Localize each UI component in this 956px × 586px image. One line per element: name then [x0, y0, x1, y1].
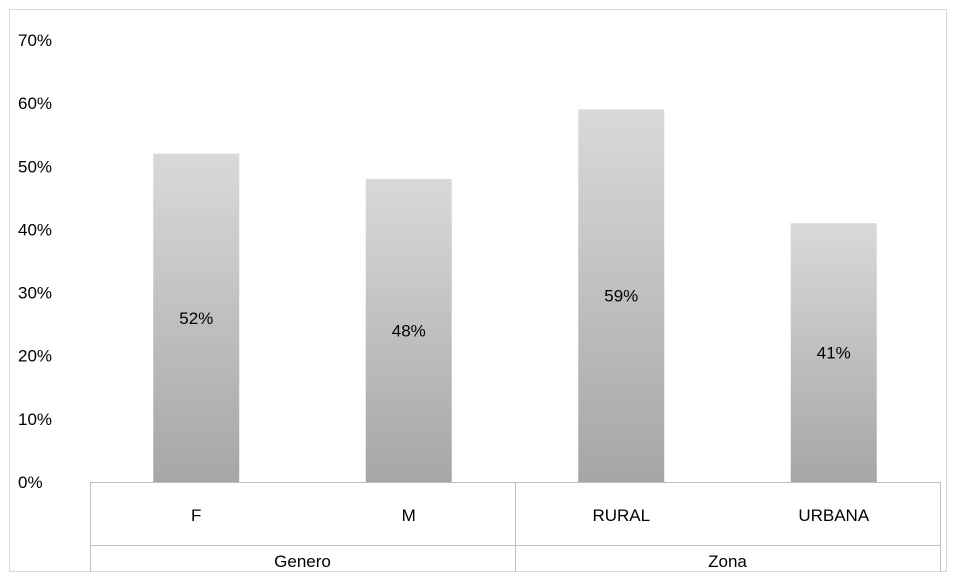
chart-border: [9, 9, 947, 572]
x-tick-label: M: [402, 506, 416, 525]
bars: 52% 48% 59% 41%: [153, 109, 877, 482]
data-label: 52%: [179, 309, 213, 328]
x-group-label: Genero: [274, 552, 331, 571]
y-tick-label: 10%: [18, 410, 52, 429]
y-tick-label: 0%: [18, 473, 43, 492]
x-group-label: Zona: [708, 552, 747, 571]
bar-urbana: [790, 223, 877, 482]
y-tick-label: 30%: [18, 284, 52, 303]
x-tick-label: URBANA: [798, 506, 870, 525]
bar-f: [153, 153, 240, 482]
data-label: 48%: [392, 321, 426, 340]
x-axis: F M RURAL URBANA Genero Zona: [90, 482, 941, 572]
y-tick-label: 60%: [18, 94, 52, 113]
y-axis: 0% 10% 20% 30% 40% 50% 60% 70%: [18, 31, 52, 492]
y-tick-label: 20%: [18, 347, 52, 366]
y-tick-label: 50%: [18, 157, 52, 176]
data-label: 41%: [817, 344, 851, 363]
y-tick-label: 70%: [18, 31, 52, 50]
bar-rural: [578, 109, 665, 482]
data-label: 59%: [604, 287, 638, 306]
bar-m: [365, 178, 452, 482]
x-tick-label: RURAL: [592, 506, 650, 525]
y-tick-label: 40%: [18, 220, 52, 239]
x-tick-label: F: [191, 506, 201, 525]
